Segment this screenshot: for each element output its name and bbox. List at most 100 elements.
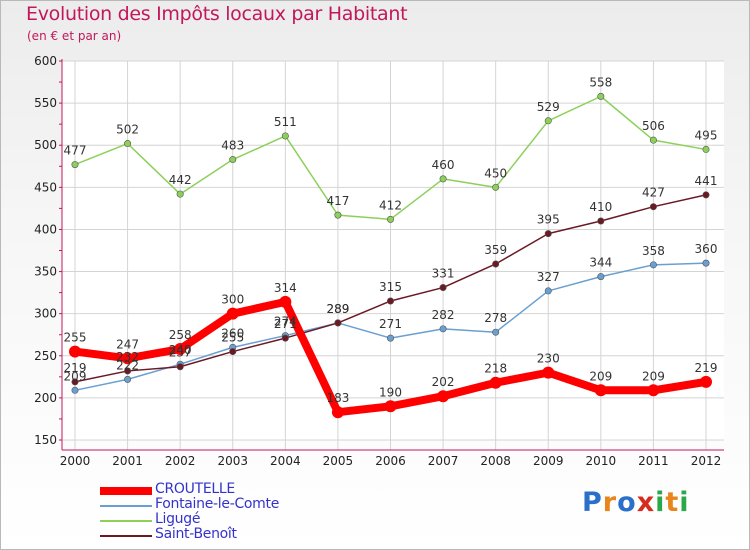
data-point bbox=[71, 161, 79, 169]
data-label: 209 bbox=[589, 369, 612, 383]
legend-label: Ligugé bbox=[155, 511, 201, 527]
data-point bbox=[597, 217, 605, 225]
y-tick-label: 500 bbox=[34, 138, 57, 152]
data-label: 558 bbox=[589, 75, 612, 89]
x-tick-label: 2000 bbox=[60, 454, 91, 468]
data-label: 300 bbox=[221, 293, 244, 307]
data-label: 282 bbox=[432, 308, 455, 322]
data-label: 247 bbox=[116, 337, 139, 351]
data-label: 209 bbox=[642, 369, 665, 383]
x-tick-label: 2003 bbox=[217, 454, 248, 468]
y-tick-label: 600 bbox=[34, 54, 57, 68]
x-tick-label: 2004 bbox=[270, 454, 301, 468]
legend-label: Fontaine-le-Comte bbox=[155, 496, 280, 512]
data-label: 255 bbox=[221, 331, 244, 345]
data-label: 222 bbox=[116, 358, 139, 372]
data-point bbox=[281, 334, 289, 342]
data-label: 271 bbox=[274, 317, 297, 331]
logo-letter: P bbox=[582, 487, 603, 518]
data-label: 202 bbox=[432, 375, 455, 389]
data-label: 289 bbox=[326, 302, 349, 316]
logo-letter: r bbox=[602, 487, 618, 518]
data-point bbox=[331, 406, 344, 419]
data-point bbox=[492, 183, 500, 191]
data-point bbox=[649, 136, 657, 144]
legend-swatch bbox=[100, 520, 152, 522]
data-label: 183 bbox=[326, 391, 349, 405]
legend-swatch bbox=[100, 487, 152, 495]
data-point bbox=[124, 367, 132, 375]
data-label: 315 bbox=[379, 280, 402, 294]
data-label: 477 bbox=[64, 144, 87, 158]
data-point bbox=[702, 259, 710, 267]
data-label: 219 bbox=[64, 361, 87, 375]
data-label: 495 bbox=[695, 128, 718, 142]
data-label: 274 bbox=[274, 315, 297, 329]
data-label: 460 bbox=[432, 158, 455, 172]
data-label: 529 bbox=[537, 100, 560, 114]
data-label: 483 bbox=[221, 139, 244, 153]
data-label: 232 bbox=[116, 350, 139, 364]
x-tick-label: 2007 bbox=[428, 454, 459, 468]
y-tick-label: 300 bbox=[34, 307, 57, 321]
data-label: 360 bbox=[695, 242, 718, 256]
data-label: 230 bbox=[537, 352, 560, 366]
data-point bbox=[700, 375, 712, 388]
data-label: 218 bbox=[484, 362, 507, 376]
data-point bbox=[384, 400, 397, 413]
data-point bbox=[647, 384, 660, 397]
proxiti-logo: Proxiti bbox=[582, 487, 690, 518]
data-point bbox=[334, 211, 342, 219]
data-label: 412 bbox=[379, 198, 402, 212]
data-label: 271 bbox=[379, 317, 402, 331]
data-point bbox=[492, 260, 500, 268]
y-tick-label: 150 bbox=[34, 433, 57, 447]
data-label: 255 bbox=[64, 331, 87, 345]
logo-letter: x bbox=[636, 487, 656, 518]
x-tick-label: 2001 bbox=[112, 454, 143, 468]
data-point bbox=[649, 203, 657, 211]
data-label: 417 bbox=[326, 194, 349, 208]
logo-letter: i bbox=[655, 487, 666, 518]
data-point bbox=[281, 132, 289, 140]
data-label: 219 bbox=[695, 361, 718, 375]
data-label: 442 bbox=[169, 173, 192, 187]
data-point bbox=[121, 352, 134, 365]
data-label: 511 bbox=[274, 115, 297, 129]
data-label: 258 bbox=[169, 328, 192, 342]
data-label: 314 bbox=[274, 281, 297, 295]
data-point bbox=[542, 366, 555, 379]
data-point bbox=[439, 325, 447, 333]
logo-letter: t bbox=[665, 487, 680, 518]
data-point bbox=[386, 215, 394, 223]
data-label: 278 bbox=[484, 311, 507, 325]
data-label: 240 bbox=[169, 343, 192, 357]
data-point bbox=[176, 190, 184, 198]
data-point bbox=[174, 343, 187, 356]
y-tick-label: 400 bbox=[34, 222, 57, 236]
data-point bbox=[594, 384, 607, 397]
data-label: 331 bbox=[432, 267, 455, 281]
data-label: 502 bbox=[116, 123, 139, 137]
data-point bbox=[702, 191, 710, 199]
legend-swatch bbox=[100, 535, 152, 537]
data-point bbox=[492, 328, 500, 336]
data-point bbox=[597, 92, 605, 100]
data-point bbox=[69, 345, 81, 358]
x-tick-label: 2002 bbox=[165, 454, 196, 468]
x-tick-label: 2006 bbox=[375, 454, 406, 468]
data-label: 441 bbox=[695, 174, 718, 188]
data-point bbox=[176, 363, 184, 371]
data-label: 209 bbox=[64, 369, 87, 383]
data-point bbox=[279, 295, 292, 308]
data-label: 190 bbox=[379, 385, 402, 399]
data-point bbox=[597, 273, 605, 281]
data-point bbox=[229, 156, 237, 164]
data-label: 344 bbox=[589, 256, 612, 270]
x-tick-label: 2005 bbox=[323, 454, 354, 468]
data-point bbox=[124, 140, 132, 148]
data-point bbox=[124, 375, 132, 383]
y-tick-label: 450 bbox=[34, 180, 57, 194]
data-point bbox=[71, 386, 79, 394]
